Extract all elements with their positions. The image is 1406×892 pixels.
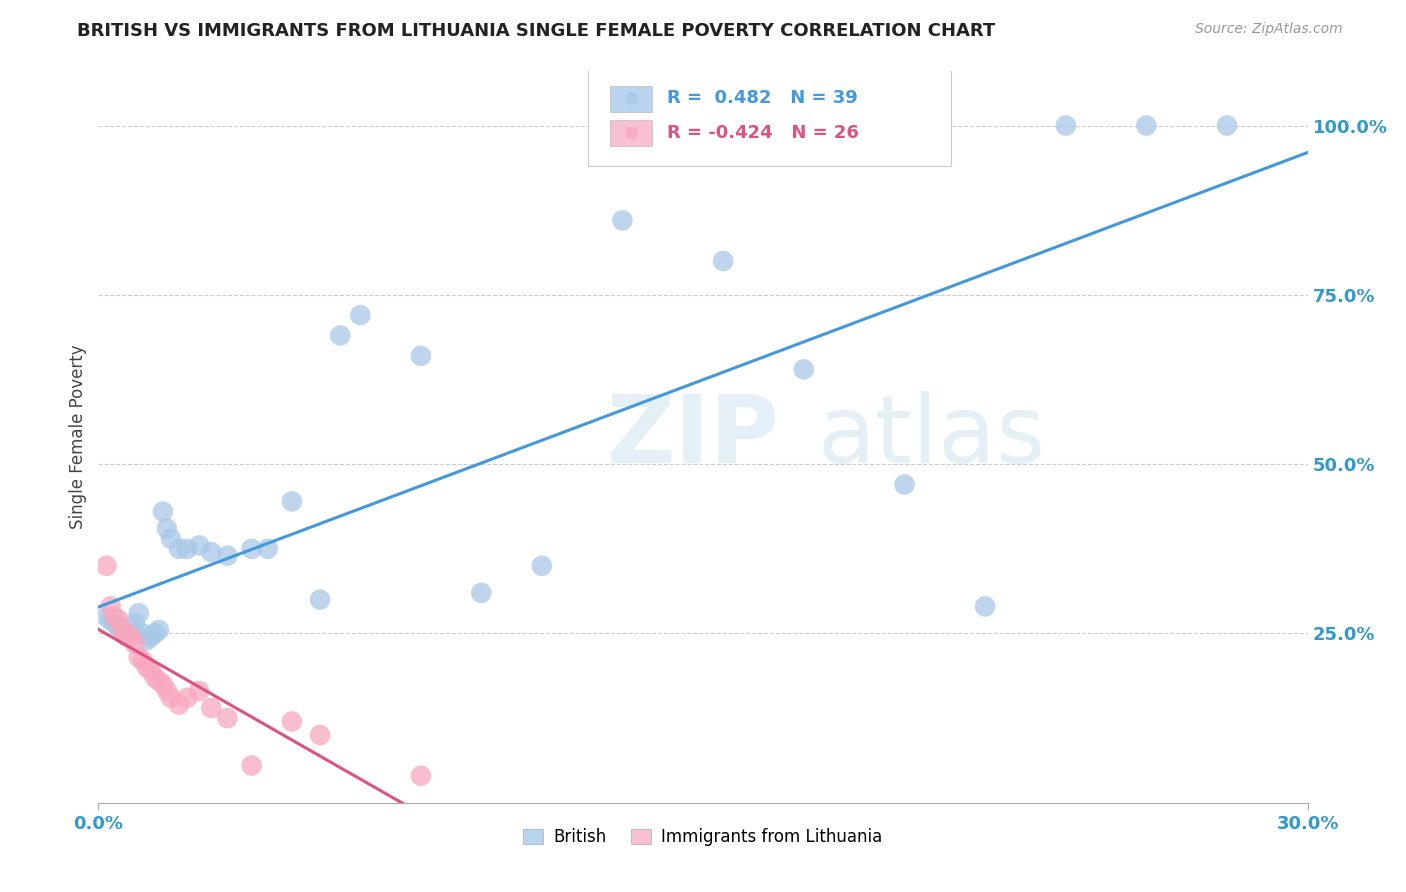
- Point: [96, 609, 118, 624]
- Text: ZIP: ZIP: [606, 391, 779, 483]
- Point: [139, 664, 162, 678]
- Point: [409, 349, 432, 363]
- Point: [132, 654, 155, 668]
- Point: [107, 613, 129, 627]
- Text: BRITISH VS IMMIGRANTS FROM LITHUANIA SINGLE FEMALE POVERTY CORRELATION CHART: BRITISH VS IMMIGRANTS FROM LITHUANIA SIN…: [77, 22, 995, 40]
- Point: [176, 690, 198, 705]
- Y-axis label: Single Female Poverty: Single Female Poverty: [69, 345, 87, 529]
- Point: [115, 626, 138, 640]
- Point: [217, 549, 239, 563]
- Point: [409, 769, 432, 783]
- Point: [309, 728, 332, 742]
- Point: [281, 714, 304, 729]
- Point: [152, 505, 174, 519]
- Point: [135, 660, 157, 674]
- Point: [309, 592, 332, 607]
- Point: [124, 637, 146, 651]
- Point: [120, 630, 142, 644]
- Point: [148, 623, 170, 637]
- Point: [281, 494, 304, 508]
- Point: [111, 623, 134, 637]
- Point: [470, 586, 492, 600]
- Point: [120, 623, 142, 637]
- Point: [188, 538, 211, 552]
- Point: [103, 616, 125, 631]
- Point: [711, 254, 734, 268]
- Point: [128, 606, 150, 620]
- Point: [240, 758, 263, 772]
- Point: [128, 650, 150, 665]
- Point: [148, 673, 170, 688]
- Text: Source: ZipAtlas.com: Source: ZipAtlas.com: [1195, 22, 1343, 37]
- Point: [530, 558, 553, 573]
- Point: [160, 532, 183, 546]
- Point: [176, 541, 198, 556]
- Point: [143, 626, 166, 640]
- FancyBboxPatch shape: [610, 86, 652, 112]
- Point: [160, 690, 183, 705]
- Point: [115, 630, 138, 644]
- Point: [893, 477, 915, 491]
- FancyBboxPatch shape: [610, 120, 652, 146]
- Point: [139, 630, 162, 644]
- Point: [167, 698, 190, 712]
- Point: [132, 626, 155, 640]
- Point: [156, 684, 179, 698]
- Point: [167, 541, 190, 556]
- Text: atlas: atlas: [818, 391, 1046, 483]
- Legend: British, Immigrants from Lithuania: British, Immigrants from Lithuania: [516, 822, 890, 853]
- FancyBboxPatch shape: [588, 68, 950, 167]
- Point: [156, 521, 179, 535]
- Point: [188, 684, 211, 698]
- Text: R =  0.482   N = 39: R = 0.482 N = 39: [666, 89, 858, 107]
- Point: [107, 620, 129, 634]
- Point: [111, 626, 134, 640]
- Point: [100, 599, 122, 614]
- Point: [240, 541, 263, 556]
- Point: [793, 362, 815, 376]
- Point: [200, 701, 222, 715]
- Point: [135, 633, 157, 648]
- Point: [217, 711, 239, 725]
- Point: [96, 558, 118, 573]
- Point: [200, 545, 222, 559]
- Point: [1135, 119, 1157, 133]
- Point: [152, 677, 174, 691]
- Point: [329, 328, 352, 343]
- Point: [100, 613, 122, 627]
- Point: [349, 308, 371, 322]
- Point: [1216, 119, 1239, 133]
- Point: [974, 599, 997, 614]
- Point: [103, 609, 125, 624]
- Text: R = -0.424   N = 26: R = -0.424 N = 26: [666, 124, 859, 142]
- Point: [256, 541, 278, 556]
- Point: [612, 213, 634, 227]
- Point: [1054, 119, 1077, 133]
- Point: [124, 616, 146, 631]
- Point: [143, 671, 166, 685]
